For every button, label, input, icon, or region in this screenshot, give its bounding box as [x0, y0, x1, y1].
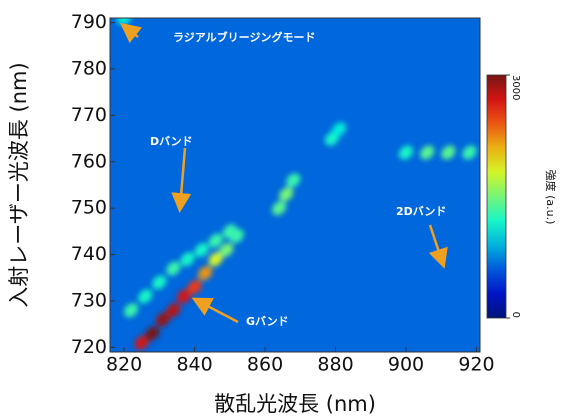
annotation: ラジアルブリージングモード: [173, 30, 315, 44]
y-tick-label: 740: [71, 243, 107, 265]
heatmap-cell: [124, 303, 139, 318]
heatmap-cell: [145, 326, 160, 341]
heatmap-cell: [420, 145, 435, 160]
heatmap-cell: [180, 252, 195, 267]
heatmap-cell: [138, 289, 153, 304]
y-axis-label: 入射レーザー光波長 (nm): [7, 62, 31, 307]
colorbar-tick-label: 3000: [510, 75, 521, 100]
colorbar: [486, 74, 507, 319]
heatmap-cell: [462, 145, 477, 160]
annotations: ラジアルブリージングモード Dバンド Gバンド 2Dバンド: [120, 22, 448, 328]
y-tick-label: 750: [71, 197, 107, 219]
plot-frame: [109, 17, 481, 353]
arrow: [428, 224, 448, 269]
heatmap-cell: [166, 261, 181, 276]
heatmap-cells: [117, 18, 477, 350]
heatmap-cell: [166, 303, 181, 318]
arrow: [191, 297, 239, 324]
y-tick-label: 780: [71, 58, 107, 80]
heatmap-cell: [331, 122, 347, 137]
colorbar-tick-label: 0: [510, 312, 521, 318]
heatmap-cell: [219, 242, 234, 258]
y-tick-label: 790: [71, 11, 107, 33]
x-tick-label: 920: [458, 354, 494, 376]
x-tick-label: 900: [388, 354, 424, 376]
heatmap-cell: [152, 275, 167, 290]
heatmap-cell: [441, 145, 456, 160]
heatmap-cell: [208, 252, 223, 267]
heatmap-cell: [208, 233, 223, 248]
colorbar-label: 強度 (a.u.): [544, 170, 558, 225]
heatmap-cell: [134, 335, 149, 350]
heatmap-cell: [398, 145, 414, 160]
heatmap-cell: [176, 289, 192, 304]
heatmap-cell: [198, 266, 213, 281]
x-tick-label: 860: [247, 354, 283, 376]
x-tick-label: 840: [176, 354, 212, 376]
arrow: [171, 147, 192, 213]
plot-area: [110, 18, 480, 352]
annotation: Gバンド: [246, 315, 289, 328]
annotation: Dバンド: [150, 135, 193, 148]
heatmap-cell: [117, 18, 132, 26]
heatmap-cell: [286, 173, 301, 188]
heatmap-cell: [279, 187, 294, 202]
heatmap-cell: [194, 242, 209, 258]
annotation: 2Dバンド: [396, 205, 446, 218]
heatmap-cell: [272, 201, 287, 216]
heatmap-cell: [155, 312, 170, 327]
y-tick-label: 760: [71, 150, 107, 172]
x-tick-label: 820: [106, 354, 142, 376]
x-tick-label: 880: [317, 354, 353, 376]
y-tick-label: 730: [71, 289, 107, 311]
x-axis-label: 散乱光波長 (nm): [214, 392, 376, 416]
y-tick-label: 770: [71, 104, 107, 126]
arrow: [120, 22, 142, 44]
heatmap-cell: [222, 224, 237, 239]
y-tick-label: 720: [71, 336, 107, 358]
heatmap-cell: [187, 279, 202, 295]
